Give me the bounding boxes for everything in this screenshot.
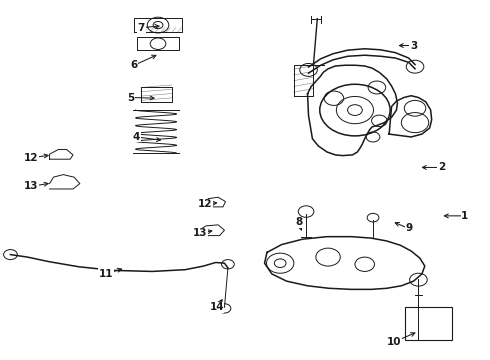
Text: 14: 14 [209,302,224,312]
Text: 4: 4 [133,132,140,142]
Text: 12: 12 [197,199,212,210]
Text: 6: 6 [130,60,138,70]
Text: 1: 1 [461,211,468,221]
Text: 13: 13 [193,228,207,238]
Text: 8: 8 [295,217,302,227]
Text: 5: 5 [127,93,135,103]
Text: 3: 3 [410,41,417,50]
Text: 11: 11 [98,269,113,279]
Text: 13: 13 [24,181,38,192]
Text: 2: 2 [438,162,445,172]
Text: 10: 10 [387,337,401,347]
Text: 9: 9 [405,224,412,233]
Bar [405,307,452,339]
Text: 12: 12 [24,153,38,163]
Text: 7: 7 [138,23,145,33]
